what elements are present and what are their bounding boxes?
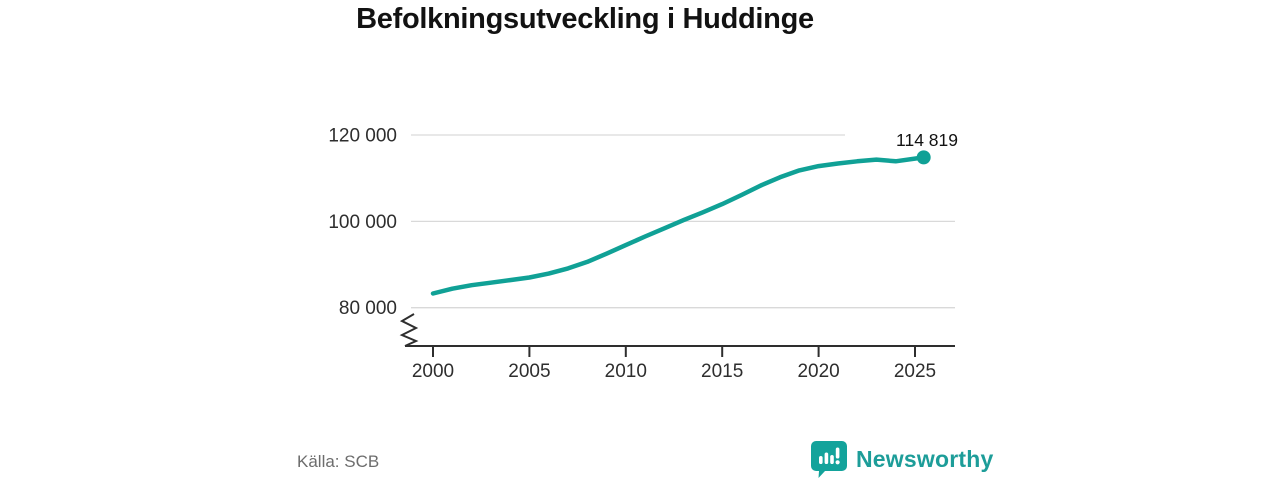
x-tick-label: 2000: [412, 361, 454, 382]
y-tick-label: 120 000: [328, 126, 397, 147]
series: [430, 150, 931, 296]
source-caption: Källa: SCB: [297, 452, 380, 471]
population-series-line: [430, 155, 926, 296]
x-tick-label: 2010: [605, 361, 647, 382]
newsworthy-brand: Newsworthy: [811, 440, 993, 478]
newsworthy-logo-icon: [811, 441, 847, 478]
y-tick-label: 100 000: [328, 212, 397, 233]
chart-title: Befolkningsutveckling i Huddinge: [356, 3, 814, 35]
y-tick-label: 80 000: [339, 298, 397, 319]
x-axis: 2000 2005 2010 2015 2020 2025: [399, 313, 955, 382]
x-tick-label: 2025: [894, 361, 936, 382]
axis-break-zigzag-icon: [399, 313, 419, 347]
x-tick-label: 2005: [508, 361, 550, 382]
gridlines: 80 000 100 000 120 000: [328, 126, 955, 319]
brand-wordmark: Newsworthy: [856, 445, 994, 472]
data-labels: 114 819: [896, 130, 958, 150]
x-tick-label: 2020: [797, 361, 839, 382]
end-value-label: 114 819: [896, 130, 958, 150]
x-tick-label: 2015: [701, 361, 743, 382]
end-point-dot: [916, 150, 931, 165]
